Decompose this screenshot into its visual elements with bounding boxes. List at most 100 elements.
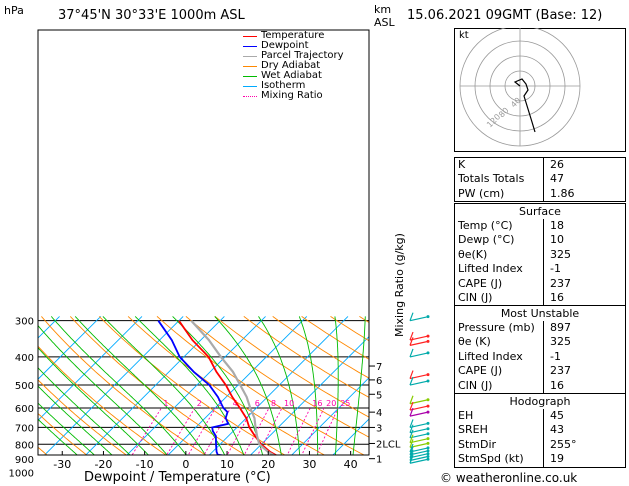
index-label: Temp (°C) — [458, 219, 513, 232]
legend-label: Dry Adiabat — [261, 60, 321, 71]
wind-barb-flag — [409, 443, 414, 453]
mixing-ratio-label: 3 — [217, 399, 222, 408]
index-label: Lifted Index — [458, 262, 523, 276]
index-label: K — [458, 158, 466, 171]
index-row: Dewp (°C) 10 — [455, 233, 625, 248]
height-tick-label: 1 — [376, 455, 382, 466]
wind-barb-flag — [409, 419, 414, 428]
index-value: 1.86 — [543, 186, 625, 202]
wind-barb — [409, 335, 429, 341]
index-label: EH — [458, 409, 474, 422]
index-row: CIN (J) 16 — [455, 291, 625, 306]
legend-swatch — [243, 45, 257, 47]
wind-barb-flag — [409, 424, 414, 433]
wind-barb-dot — [426, 427, 430, 431]
legend-item: Dewpoint — [243, 41, 344, 51]
mixing-ratio-line — [286, 407, 311, 455]
dry-adiabat-line — [214, 316, 369, 418]
wet-adiabat-line — [38, 367, 131, 455]
index-value: 26 — [543, 158, 625, 173]
hodograph-unit-label: kt — [459, 30, 469, 41]
wind-barb-flag — [409, 395, 414, 404]
pressure-tick-label: 900 — [15, 455, 34, 466]
pressure-tick-label: 400 — [15, 353, 34, 364]
index-row: Totals Totals 47 — [455, 172, 625, 187]
legend-label: Wet Adiabat — [261, 70, 322, 81]
index-row: CIN (J) 16 — [455, 378, 625, 394]
legend-swatch — [243, 95, 257, 97]
legend-swatch — [243, 35, 257, 37]
mixing-ratio-label: 2 — [197, 399, 202, 408]
isotherm-line — [38, 316, 143, 422]
mixing-ratio-label: 4 — [233, 399, 238, 408]
indices-hodograph: Hodograph EH 45 SREH 43 StmDir 255° StmSpd (kt… — [454, 393, 626, 468]
datetime-title: 15.06.2021 09GMT (Base: 12) — [407, 8, 603, 23]
mixing-ratio-label: 1 — [163, 399, 168, 408]
wind-barb — [409, 380, 429, 386]
wet-adiabat-line — [352, 316, 366, 455]
index-label: CIN (J) — [458, 378, 493, 392]
wind-barb-flag — [409, 407, 414, 417]
mixing-ratio-label: 8 — [271, 399, 276, 408]
pressure-tick-label: 600 — [15, 404, 34, 415]
wind-barb-dot — [426, 454, 430, 458]
wind-barb-flag — [409, 455, 414, 464]
wind-barb — [409, 458, 429, 464]
wind-barb-dot — [426, 379, 430, 383]
index-row: θe(K) 325 — [455, 247, 625, 263]
index-label: PW (cm) — [458, 186, 505, 200]
height-tick-label: 2LCL — [376, 439, 401, 450]
index-label: Lifted Index — [458, 349, 523, 363]
index-label: StmSpd (kt) — [458, 452, 524, 466]
unstable-title: Most Unstable — [500, 307, 580, 320]
index-value: 897 — [543, 321, 625, 336]
mixing-ratio-line — [257, 407, 283, 455]
location-title: 37°45'N 30°33'E 1000m ASL — [58, 8, 245, 23]
hodograph-title: Hodograph — [509, 395, 571, 408]
legend-item: Isotherm — [243, 81, 344, 91]
isotherm-line — [249, 335, 369, 455]
wind-barb-dot — [426, 398, 430, 402]
wind-barb — [409, 428, 429, 434]
wind-barb — [409, 422, 429, 429]
wind-barb-dot — [426, 315, 430, 319]
wet-adiabat-line — [38, 347, 149, 455]
index-row: EH 45 — [455, 409, 625, 424]
index-label: SREH — [458, 423, 488, 437]
mixing-ratio-label: 25 — [340, 399, 350, 408]
profile-dewpoint — [157, 320, 230, 455]
x-tick-label: 30 — [302, 458, 316, 471]
profile-parcel-trajectory — [190, 319, 276, 455]
x-tick-label: 20 — [261, 458, 275, 471]
wind-barb-flag — [409, 331, 414, 341]
legend-swatch — [243, 65, 257, 67]
index-value: -1 — [543, 262, 625, 277]
dry-adiabat-line — [38, 412, 88, 455]
isotherm-line — [291, 377, 369, 455]
hodograph-trace — [513, 78, 536, 133]
dry-adiabat-line — [38, 379, 128, 455]
index-value: 255° — [543, 437, 625, 453]
index-label: CAPE (J) — [458, 276, 503, 290]
legend-label: Temperature — [261, 30, 325, 41]
wet-adiabat-line — [172, 316, 264, 455]
index-value: 43 — [543, 423, 625, 438]
legend-label: Parcel Trajectory — [261, 50, 344, 61]
wind-barb-dot — [426, 449, 430, 453]
legend-swatch — [243, 75, 257, 77]
wind-barb-dot — [426, 437, 430, 441]
index-label: StmDir — [458, 437, 497, 451]
index-row: StmDir 255° — [455, 437, 625, 453]
index-row: Lifted Index -1 — [455, 349, 625, 365]
index-value: 47 — [543, 172, 625, 187]
x-tick-label: 40 — [344, 458, 358, 471]
x-tick-label: -30 — [53, 458, 71, 471]
isotherm-line — [43, 316, 184, 455]
mixing-ratio-line — [316, 407, 339, 455]
wind-barb-dot — [426, 351, 430, 355]
wet-adiabat-line — [102, 316, 226, 455]
index-value: 10 — [543, 233, 625, 248]
wind-barb-flag — [409, 376, 414, 386]
